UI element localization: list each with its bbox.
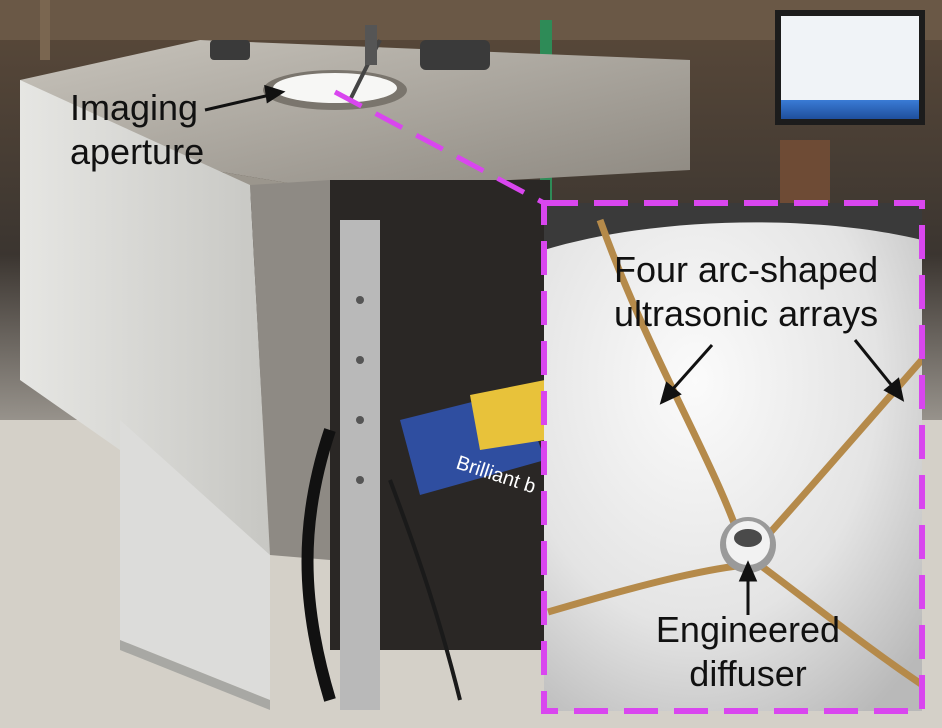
monitor [775, 10, 925, 125]
array-arrow-right [853, 339, 895, 388]
aperture-arrow [204, 93, 271, 112]
arrays-label-line2: ultrasonic arrays [614, 293, 879, 334]
array-arrow-left [670, 344, 714, 391]
diffuser-label-line1: Engineered [655, 609, 841, 650]
annotation-arrows [204, 84, 905, 615]
ultrasonic-array-1 [596, 218, 749, 556]
aperture-label-line1: Imaging [70, 87, 199, 128]
ultrasonic-array-3 [547, 561, 746, 616]
product-box: Brilliant b [400, 380, 545, 498]
ultrasonic-array-4 [757, 562, 922, 689]
diffuser-label-line2: diffuser [689, 653, 807, 694]
imaging-aperture [263, 25, 407, 110]
arrays-label-line1: Four arc-shaped [614, 249, 879, 290]
enclosure-side-panel [20, 80, 330, 710]
callout-connector-line [333, 89, 546, 206]
inset-callout-border [541, 200, 925, 714]
engineered-diffuser [720, 517, 776, 573]
aperture-label-line2: aperture [70, 131, 205, 172]
inset-zoom-view [544, 203, 922, 711]
